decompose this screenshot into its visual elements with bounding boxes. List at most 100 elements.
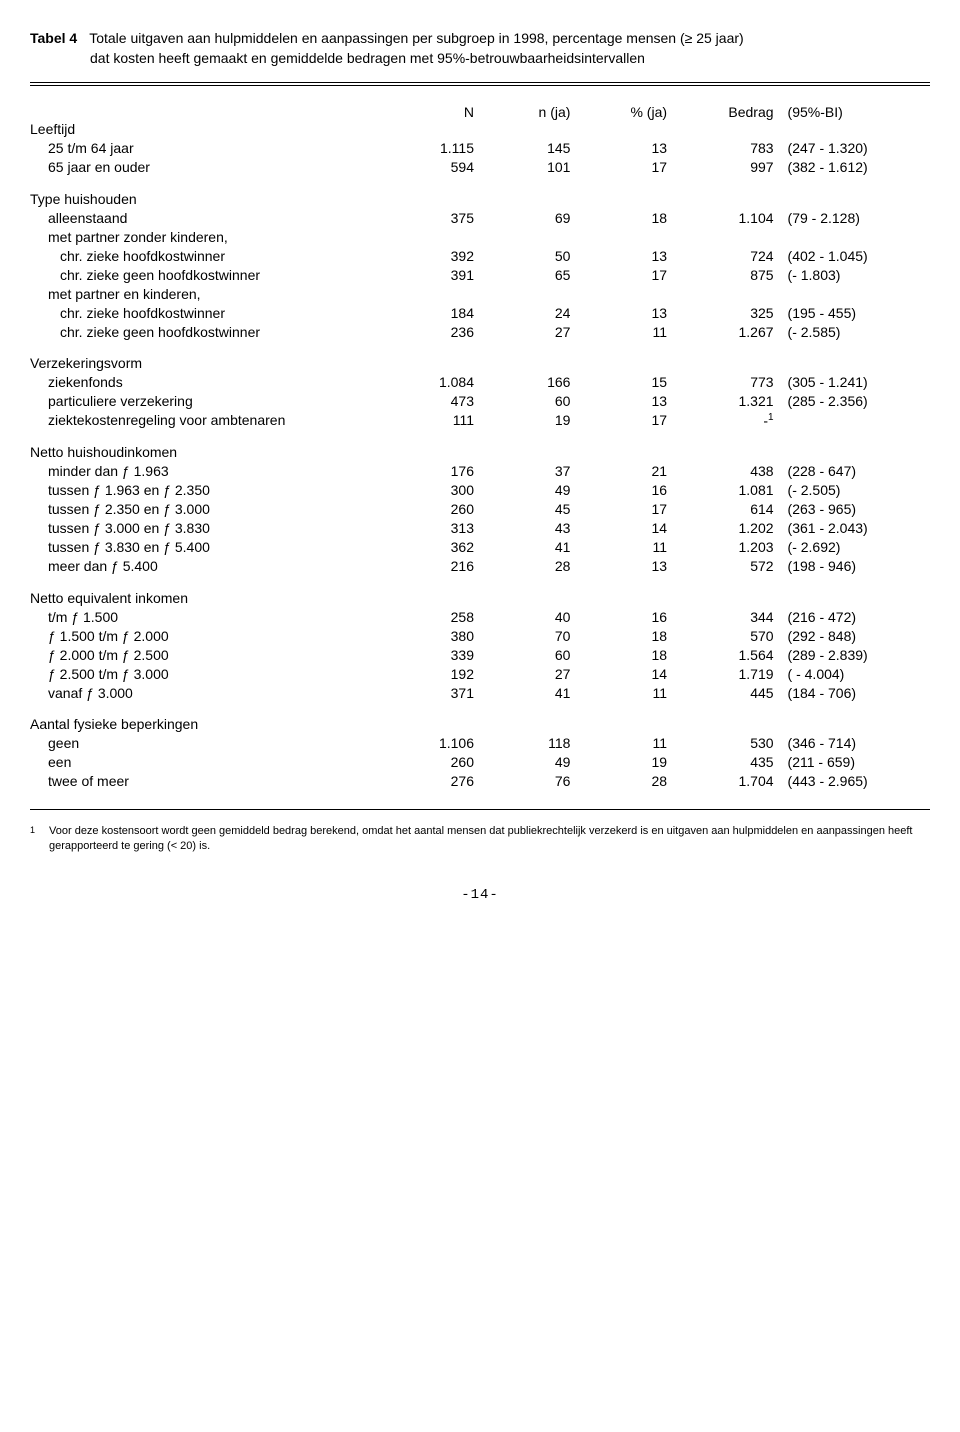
table-number: Tabel 4	[30, 30, 89, 46]
row-label: meer dan ƒ 5.400	[30, 557, 381, 576]
cell: 166	[478, 373, 574, 392]
table-title-line2: dat kosten heeft gemaakt en gemiddelde b…	[90, 50, 930, 66]
cell: 49	[478, 481, 574, 500]
header-pja: % (ja)	[574, 102, 671, 121]
cell	[574, 227, 671, 246]
table-row: alleenstaand37569181.104(79 - 2.128)	[30, 208, 930, 227]
row-label: alleenstaand	[30, 208, 381, 227]
cell-ci: (228 - 647)	[778, 462, 930, 481]
cell: 145	[478, 139, 574, 158]
cell-bedrag: 875	[671, 265, 778, 284]
cell-ci: (211 - 659)	[778, 753, 930, 772]
cell-ci: (- 2.505)	[778, 481, 930, 500]
section-header: Netto huishoudinkomen	[30, 430, 930, 462]
cell-ci: (443 - 2.965)	[778, 772, 930, 791]
cell: 260	[381, 500, 478, 519]
table-row: tussen ƒ 2.350 en ƒ 3.0002604517614(263 …	[30, 500, 930, 519]
cell: 45	[478, 500, 574, 519]
cell-bedrag: 438	[671, 462, 778, 481]
footnote: 1 Voor deze kostensoort wordt geen gemid…	[30, 824, 930, 854]
cell: 14	[574, 664, 671, 683]
row-label: chr. zieke geen hoofdkostwinner	[30, 265, 381, 284]
row-label: ziektekostenregeling voor ambtenaren	[30, 411, 381, 431]
cell-ci: (346 - 714)	[778, 734, 930, 753]
table-row: tussen ƒ 1.963 en ƒ 2.35030049161.081(- …	[30, 481, 930, 500]
cell: 18	[574, 645, 671, 664]
cell-bedrag: 997	[671, 158, 778, 177]
cell-bedrag: 1.081	[671, 481, 778, 500]
table-row: een2604919435(211 - 659)	[30, 753, 930, 772]
cell: 11	[574, 538, 671, 557]
cell: 380	[381, 626, 478, 645]
table-row: chr. zieke hoofdkostwinner1842413325(195…	[30, 303, 930, 322]
row-label: geen	[30, 734, 381, 753]
cell-bedrag: 570	[671, 626, 778, 645]
cell: 11	[574, 734, 671, 753]
cell: 313	[381, 519, 478, 538]
section-title: Verzekeringsvorm	[30, 341, 930, 373]
cell: 339	[381, 645, 478, 664]
cell-bedrag: -1	[671, 411, 778, 431]
cell: 41	[478, 683, 574, 702]
cell-ci: (402 - 1.045)	[778, 246, 930, 265]
cell: 184	[381, 303, 478, 322]
table-row: ƒ 1.500 t/m ƒ 2.0003807018570(292 - 848)	[30, 626, 930, 645]
cell: 18	[574, 626, 671, 645]
section-header: Type huishouden	[30, 177, 930, 209]
cell: 50	[478, 246, 574, 265]
cell: 11	[574, 322, 671, 341]
cell-bedrag: 783	[671, 139, 778, 158]
row-label: ƒ 2.000 t/m ƒ 2.500	[30, 645, 381, 664]
cell: 101	[478, 158, 574, 177]
row-label: 25 t/m 64 jaar	[30, 139, 381, 158]
cell-ci: (- 2.692)	[778, 538, 930, 557]
cell-bedrag: 1.704	[671, 772, 778, 791]
cell: 16	[574, 607, 671, 626]
cell-bedrag	[671, 227, 778, 246]
cell-ci	[778, 227, 930, 246]
cell: 27	[478, 664, 574, 683]
cell: 1.106	[381, 734, 478, 753]
section-header: Aantal fysieke beperkingen	[30, 702, 930, 734]
cell	[478, 284, 574, 303]
row-label: ziekenfonds	[30, 373, 381, 392]
cell: 70	[478, 626, 574, 645]
row-label: particuliere verzekering	[30, 392, 381, 411]
row-label: chr. zieke hoofdkostwinner	[30, 246, 381, 265]
cell: 43	[478, 519, 574, 538]
header-nja: n (ja)	[478, 102, 574, 121]
header-ci: (95%-BI)	[778, 102, 930, 121]
cell: 60	[478, 392, 574, 411]
cell: 1.115	[381, 139, 478, 158]
cell-ci	[778, 284, 930, 303]
cell: 391	[381, 265, 478, 284]
page-number: -14-	[30, 887, 930, 903]
section-header: Netto equivalent inkomen	[30, 576, 930, 608]
section-title: Netto huishoudinkomen	[30, 430, 930, 462]
table-row: meer dan ƒ 5.4002162813572(198 - 946)	[30, 557, 930, 576]
cell-bedrag	[671, 284, 778, 303]
cell: 371	[381, 683, 478, 702]
cell-ci: (79 - 2.128)	[778, 208, 930, 227]
cell: 41	[478, 538, 574, 557]
cell-bedrag: 572	[671, 557, 778, 576]
table-row: vanaf ƒ 3.0003714111445(184 - 706)	[30, 683, 930, 702]
cell: 18	[574, 208, 671, 227]
cell	[381, 284, 478, 303]
footnote-text: Voor deze kostensoort wordt geen gemidde…	[49, 824, 930, 854]
cell-ci: (198 - 946)	[778, 557, 930, 576]
table-row: chr. zieke geen hoofdkostwinner23627111.…	[30, 322, 930, 341]
cell	[381, 227, 478, 246]
cell: 17	[574, 265, 671, 284]
cell: 111	[381, 411, 478, 431]
cell: 60	[478, 645, 574, 664]
row-label: met partner zonder kinderen,	[30, 227, 381, 246]
row-label: tussen ƒ 3.830 en ƒ 5.400	[30, 538, 381, 557]
row-label: ƒ 2.500 t/m ƒ 3.000	[30, 664, 381, 683]
cell: 300	[381, 481, 478, 500]
table-row: chr. zieke hoofdkostwinner3925013724(402…	[30, 246, 930, 265]
cell-ci: (216 - 472)	[778, 607, 930, 626]
cell: 236	[381, 322, 478, 341]
cell: 362	[381, 538, 478, 557]
table-row: tussen ƒ 3.000 en ƒ 3.83031343141.202(36…	[30, 519, 930, 538]
